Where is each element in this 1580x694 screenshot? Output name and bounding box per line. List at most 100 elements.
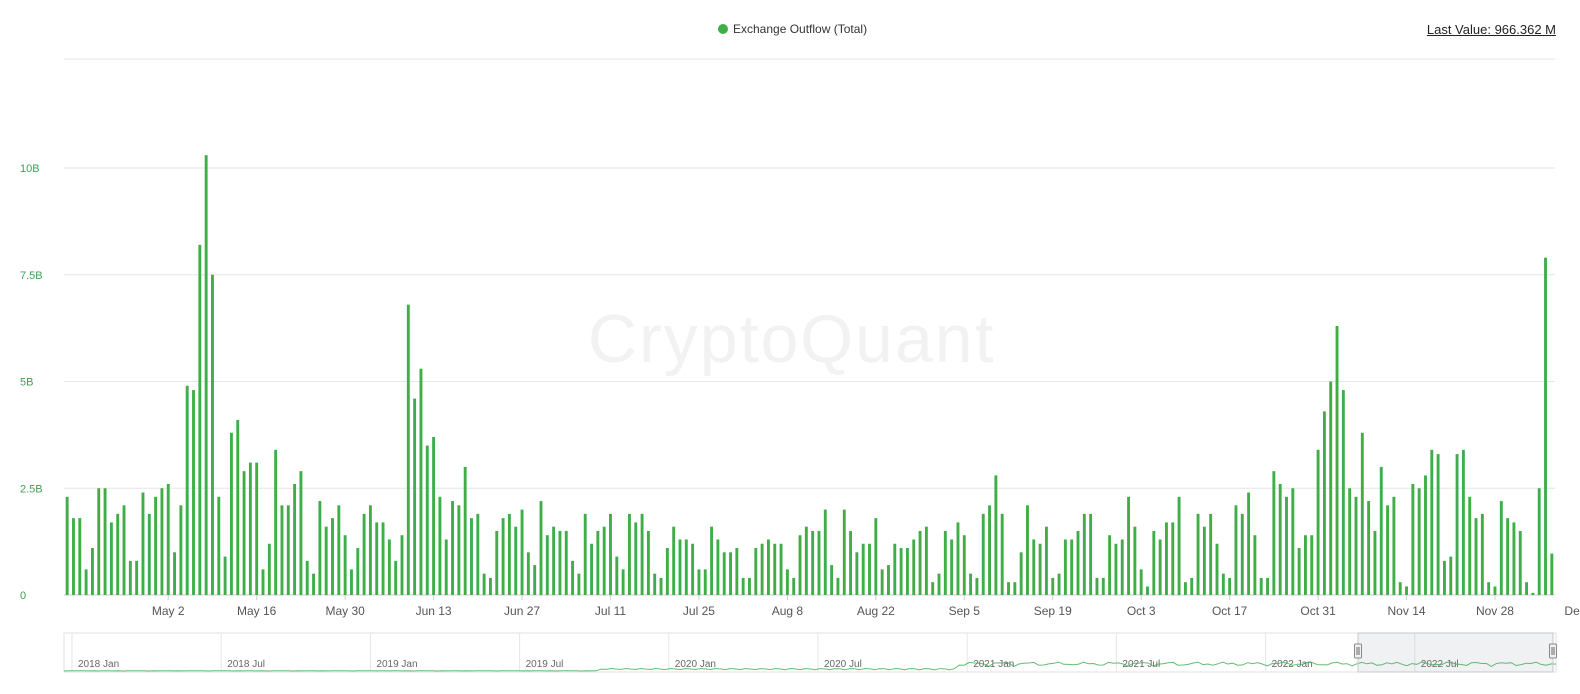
bar[interactable] (811, 530, 815, 595)
bar[interactable] (1360, 432, 1364, 595)
bar[interactable] (179, 505, 183, 595)
bar[interactable] (1405, 586, 1408, 595)
bar[interactable] (305, 560, 309, 595)
bar[interactable] (350, 569, 353, 595)
bar[interactable] (1177, 496, 1181, 595)
bar[interactable] (1013, 582, 1017, 595)
bar[interactable] (1221, 573, 1225, 595)
bar[interactable] (1531, 592, 1535, 596)
bar[interactable] (943, 530, 947, 595)
bar[interactable] (514, 526, 518, 595)
bar[interactable] (381, 522, 385, 595)
bar[interactable] (97, 488, 101, 595)
bar[interactable] (861, 543, 865, 595)
bar[interactable] (539, 501, 543, 595)
bar[interactable] (552, 526, 556, 595)
bar[interactable] (785, 569, 789, 595)
bar[interactable] (1209, 513, 1213, 595)
bar[interactable] (1101, 577, 1105, 595)
bar[interactable] (1525, 582, 1529, 595)
bar[interactable] (1487, 582, 1491, 595)
bar[interactable] (489, 577, 492, 595)
bar[interactable] (141, 492, 145, 595)
bar[interactable] (1272, 471, 1276, 595)
bar[interactable] (1285, 496, 1288, 595)
bar[interactable] (792, 577, 796, 595)
bar[interactable] (748, 577, 751, 595)
bar[interactable] (413, 398, 417, 595)
bar[interactable] (1120, 539, 1124, 595)
bar[interactable] (577, 573, 581, 595)
range-navigator[interactable]: 2018 Jan 2018 Jul 2019 Jan 2019 Jul 2020 Jan… (63, 632, 1557, 673)
bar[interactable] (173, 552, 177, 595)
bar[interactable] (855, 552, 859, 595)
bar[interactable] (1019, 552, 1023, 595)
bar[interactable] (1196, 513, 1200, 595)
bar[interactable] (1266, 577, 1269, 595)
bar[interactable] (533, 565, 537, 595)
bar[interactable] (406, 304, 410, 595)
bar[interactable] (678, 539, 682, 595)
bar[interactable] (1038, 543, 1042, 595)
bar[interactable] (653, 573, 657, 595)
bar[interactable] (495, 530, 499, 595)
bar[interactable] (154, 496, 158, 595)
bar[interactable] (697, 569, 701, 595)
bar[interactable] (1108, 535, 1112, 595)
bar[interactable] (1316, 449, 1320, 595)
bar[interactable] (368, 505, 372, 595)
bar[interactable] (160, 488, 164, 595)
bar[interactable] (1398, 582, 1402, 595)
bar[interactable] (760, 543, 764, 595)
bar[interactable] (267, 543, 271, 595)
bar[interactable] (602, 526, 606, 595)
bar[interactable] (1259, 577, 1263, 595)
bar[interactable] (1291, 488, 1295, 595)
bar[interactable] (956, 522, 960, 595)
bar[interactable] (798, 535, 802, 595)
bar[interactable] (924, 526, 928, 595)
bar[interactable] (880, 569, 884, 595)
bar[interactable] (1550, 553, 1554, 595)
bar[interactable] (627, 513, 631, 595)
bar[interactable] (1253, 535, 1257, 595)
bar[interactable] (988, 505, 992, 595)
bar[interactable] (646, 530, 650, 595)
bar[interactable] (476, 513, 480, 595)
bar[interactable] (147, 513, 151, 595)
bar[interactable] (1051, 577, 1055, 595)
bar[interactable] (135, 560, 139, 595)
bar[interactable] (356, 548, 360, 595)
bar[interactable] (596, 530, 600, 595)
bar[interactable] (425, 445, 429, 595)
bar[interactable] (729, 552, 732, 595)
bar[interactable] (1455, 454, 1459, 595)
bar[interactable] (293, 483, 297, 595)
bar[interactable] (387, 539, 391, 595)
bar[interactable] (1430, 449, 1434, 595)
bar[interactable] (128, 560, 132, 595)
bar[interactable] (735, 548, 739, 595)
bar[interactable] (1512, 522, 1516, 595)
bar[interactable] (1335, 325, 1339, 595)
bar[interactable] (1278, 483, 1282, 595)
bar[interactable] (1304, 535, 1307, 595)
bar[interactable] (482, 573, 486, 595)
bar[interactable] (937, 573, 941, 595)
bar[interactable] (754, 548, 758, 595)
bar[interactable] (950, 539, 954, 595)
navigator-left-handle[interactable] (1354, 643, 1362, 659)
bar[interactable] (1228, 577, 1232, 595)
bar[interactable] (615, 556, 619, 595)
bar[interactable] (836, 577, 840, 595)
bar[interactable] (583, 513, 587, 595)
bar[interactable] (419, 368, 423, 595)
bar[interactable] (590, 543, 593, 595)
bar[interactable] (1424, 475, 1427, 595)
bar[interactable] (1133, 526, 1137, 595)
bar[interactable] (1474, 518, 1478, 595)
bar[interactable] (912, 539, 916, 595)
bar[interactable] (274, 449, 278, 595)
bar[interactable] (1442, 560, 1446, 595)
